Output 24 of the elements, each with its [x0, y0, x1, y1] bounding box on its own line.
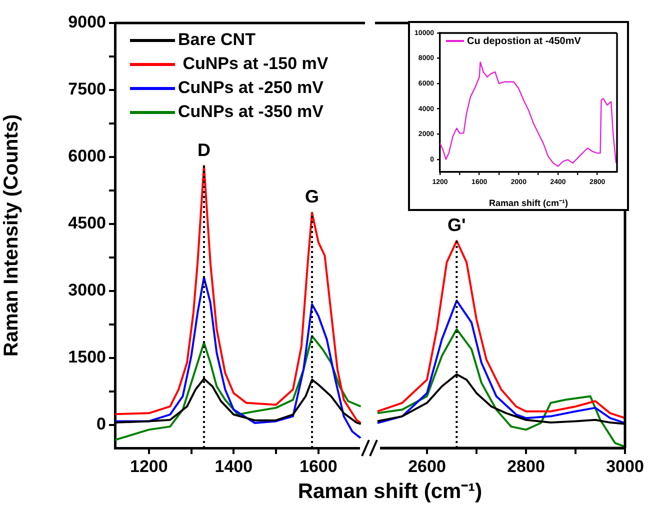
x-axis-title: Raman shift (cm⁻¹): [296, 479, 484, 504]
legend-label: CuNPs at -350 mV: [178, 102, 324, 122]
legend-label: Cu depostion at -450mV: [467, 36, 581, 46]
x-tick-label: 1600: [299, 456, 338, 476]
y-tick-label: 1500: [68, 348, 106, 367]
legend-label: Bare CNT: [178, 30, 256, 50]
y-tick-label: 9000: [68, 12, 106, 32]
x-tick-label: 1400: [214, 456, 253, 476]
y-axis-title: Raman Intensity (Counts): [0, 114, 23, 357]
y-tick-label: 0: [96, 414, 106, 434]
ref-line-label: G': [448, 214, 466, 235]
y-tick-label: 7500: [68, 80, 106, 99]
x-tick-label: 2800: [507, 456, 545, 476]
ref-line-label: G: [305, 186, 320, 207]
x-axis-title: Raman shift (cm⁻¹): [488, 198, 568, 208]
x-tick-label: 1200: [130, 456, 168, 476]
ref-line-label: D: [197, 140, 210, 160]
legend-label: CuNPs at -250 mV: [178, 78, 324, 98]
legend-label: CuNPs at -150 mV: [182, 54, 328, 74]
x-tick-label: 3000: [606, 456, 644, 476]
y-tick-label: 6000: [68, 146, 106, 166]
y-tick-label: 4500: [68, 214, 106, 233]
x-tick-label: 2600: [408, 456, 446, 476]
y-tick-label: 3000: [68, 280, 106, 300]
